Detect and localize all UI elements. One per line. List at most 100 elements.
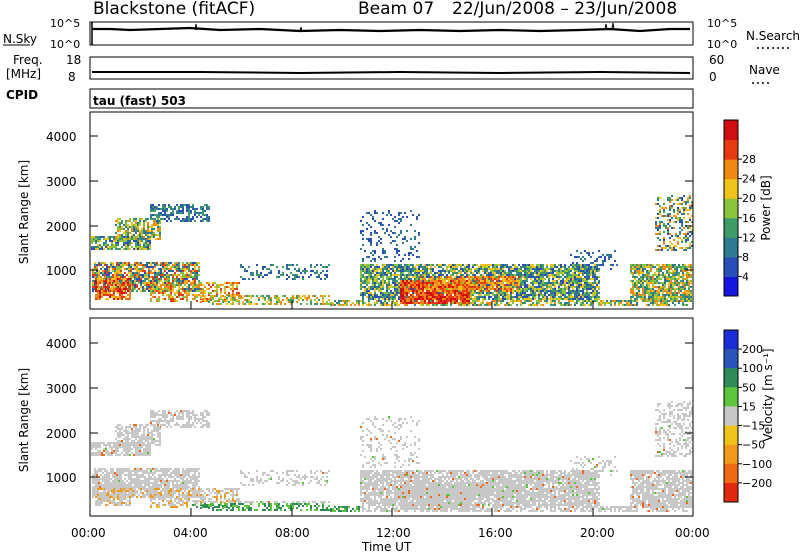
- power-cell: [466, 302, 468, 304]
- power-cell: [98, 276, 100, 278]
- power-cell: [444, 280, 446, 282]
- power-cell: [160, 278, 162, 280]
- power-cell: [202, 208, 204, 210]
- power-cell: [144, 276, 146, 278]
- power-cell: [109, 280, 111, 282]
- power-cell: [650, 298, 652, 300]
- power-cell: [496, 272, 498, 274]
- power-cell: [430, 278, 432, 280]
- power-cell: [154, 266, 156, 268]
- power-cell: [194, 288, 196, 290]
- power-cell: [488, 294, 490, 296]
- power-cell: [462, 264, 464, 266]
- power-cell: [522, 276, 524, 278]
- power-cell: [580, 266, 582, 268]
- power-cell: [382, 268, 384, 270]
- power-cell: [368, 302, 370, 304]
- power-cell: [522, 284, 524, 286]
- power-cell: [194, 272, 196, 274]
- power-cell: [538, 292, 540, 294]
- power-cell: [164, 210, 166, 212]
- power-cell: [470, 284, 472, 286]
- power-cell: [470, 290, 472, 292]
- power-cell: [638, 268, 640, 270]
- power-cell: [468, 284, 470, 286]
- power-cell: [378, 290, 380, 292]
- power-cell: [134, 264, 136, 266]
- power-cell: [137, 222, 139, 224]
- power-cell: [448, 276, 450, 278]
- power-cell: [610, 304, 612, 306]
- power-cell: [508, 280, 510, 282]
- power-cell: [92, 280, 94, 282]
- power-cell: [106, 272, 108, 274]
- power-cell: [456, 302, 458, 304]
- power-cell: [550, 270, 552, 272]
- power-cell: [94, 268, 96, 270]
- power-cell: [500, 286, 502, 288]
- power-cell: [160, 284, 162, 286]
- power-cell: [464, 300, 466, 302]
- power-cell: [382, 280, 384, 282]
- power-cell: [444, 304, 446, 306]
- power-cell: [94, 274, 96, 276]
- power-cell: [93, 246, 95, 248]
- power-cell: [482, 284, 484, 286]
- power-cell: [92, 290, 94, 292]
- freq-tick-bottom: 8: [68, 70, 76, 84]
- power-cell: [144, 270, 146, 272]
- power-cell: [588, 254, 590, 256]
- power-cell: [322, 301, 324, 303]
- power-cell: [416, 280, 418, 282]
- power-cell: [158, 282, 160, 284]
- power-cell: [650, 280, 652, 282]
- power-cell: [416, 296, 418, 298]
- power-cell: [410, 284, 412, 286]
- power-cell: [656, 304, 658, 306]
- power-cell: [129, 236, 131, 238]
- power-cell: [392, 294, 394, 296]
- power-cell: [414, 288, 416, 290]
- power-cell: [576, 250, 578, 252]
- power-cell: [672, 266, 674, 268]
- power-cell: [574, 286, 576, 288]
- power-cell: [508, 284, 510, 286]
- power-cell: [140, 274, 142, 276]
- power-cell: [200, 297, 202, 299]
- power-cell: [394, 216, 396, 218]
- power-cell: [444, 272, 446, 274]
- power-cell: [170, 274, 172, 276]
- power-cell: [634, 264, 636, 266]
- power-cell: [426, 282, 428, 284]
- power-cell: [584, 270, 586, 272]
- power-cell: [170, 214, 172, 216]
- power-cell: [416, 284, 418, 286]
- power-cell: [650, 268, 652, 270]
- power-cell: [446, 268, 448, 270]
- power-cell: [422, 268, 424, 270]
- power-cell: [194, 208, 196, 210]
- power-cell: [141, 230, 143, 232]
- power-cell: [574, 290, 576, 292]
- power-cell: [141, 246, 143, 248]
- power-cell: [550, 296, 552, 298]
- power-cell: [512, 288, 514, 290]
- power-cell: [382, 218, 384, 220]
- power-cell: [662, 282, 664, 284]
- power-cell: [432, 286, 434, 288]
- power-cell: [139, 224, 141, 226]
- power-cell: [498, 286, 500, 288]
- power-cell: [360, 286, 362, 288]
- power-cell: [520, 302, 522, 304]
- power-cell: [127, 248, 129, 250]
- power-cell: [236, 284, 238, 286]
- power-cell: [454, 270, 456, 272]
- power-cell: [382, 250, 384, 252]
- power-cell: [490, 292, 492, 294]
- power-cell: [226, 303, 228, 305]
- power-cell: [590, 304, 592, 306]
- power-cell: [200, 212, 202, 214]
- power-cell: [103, 244, 105, 246]
- power-cell: [188, 264, 190, 266]
- power-cell: [460, 282, 462, 284]
